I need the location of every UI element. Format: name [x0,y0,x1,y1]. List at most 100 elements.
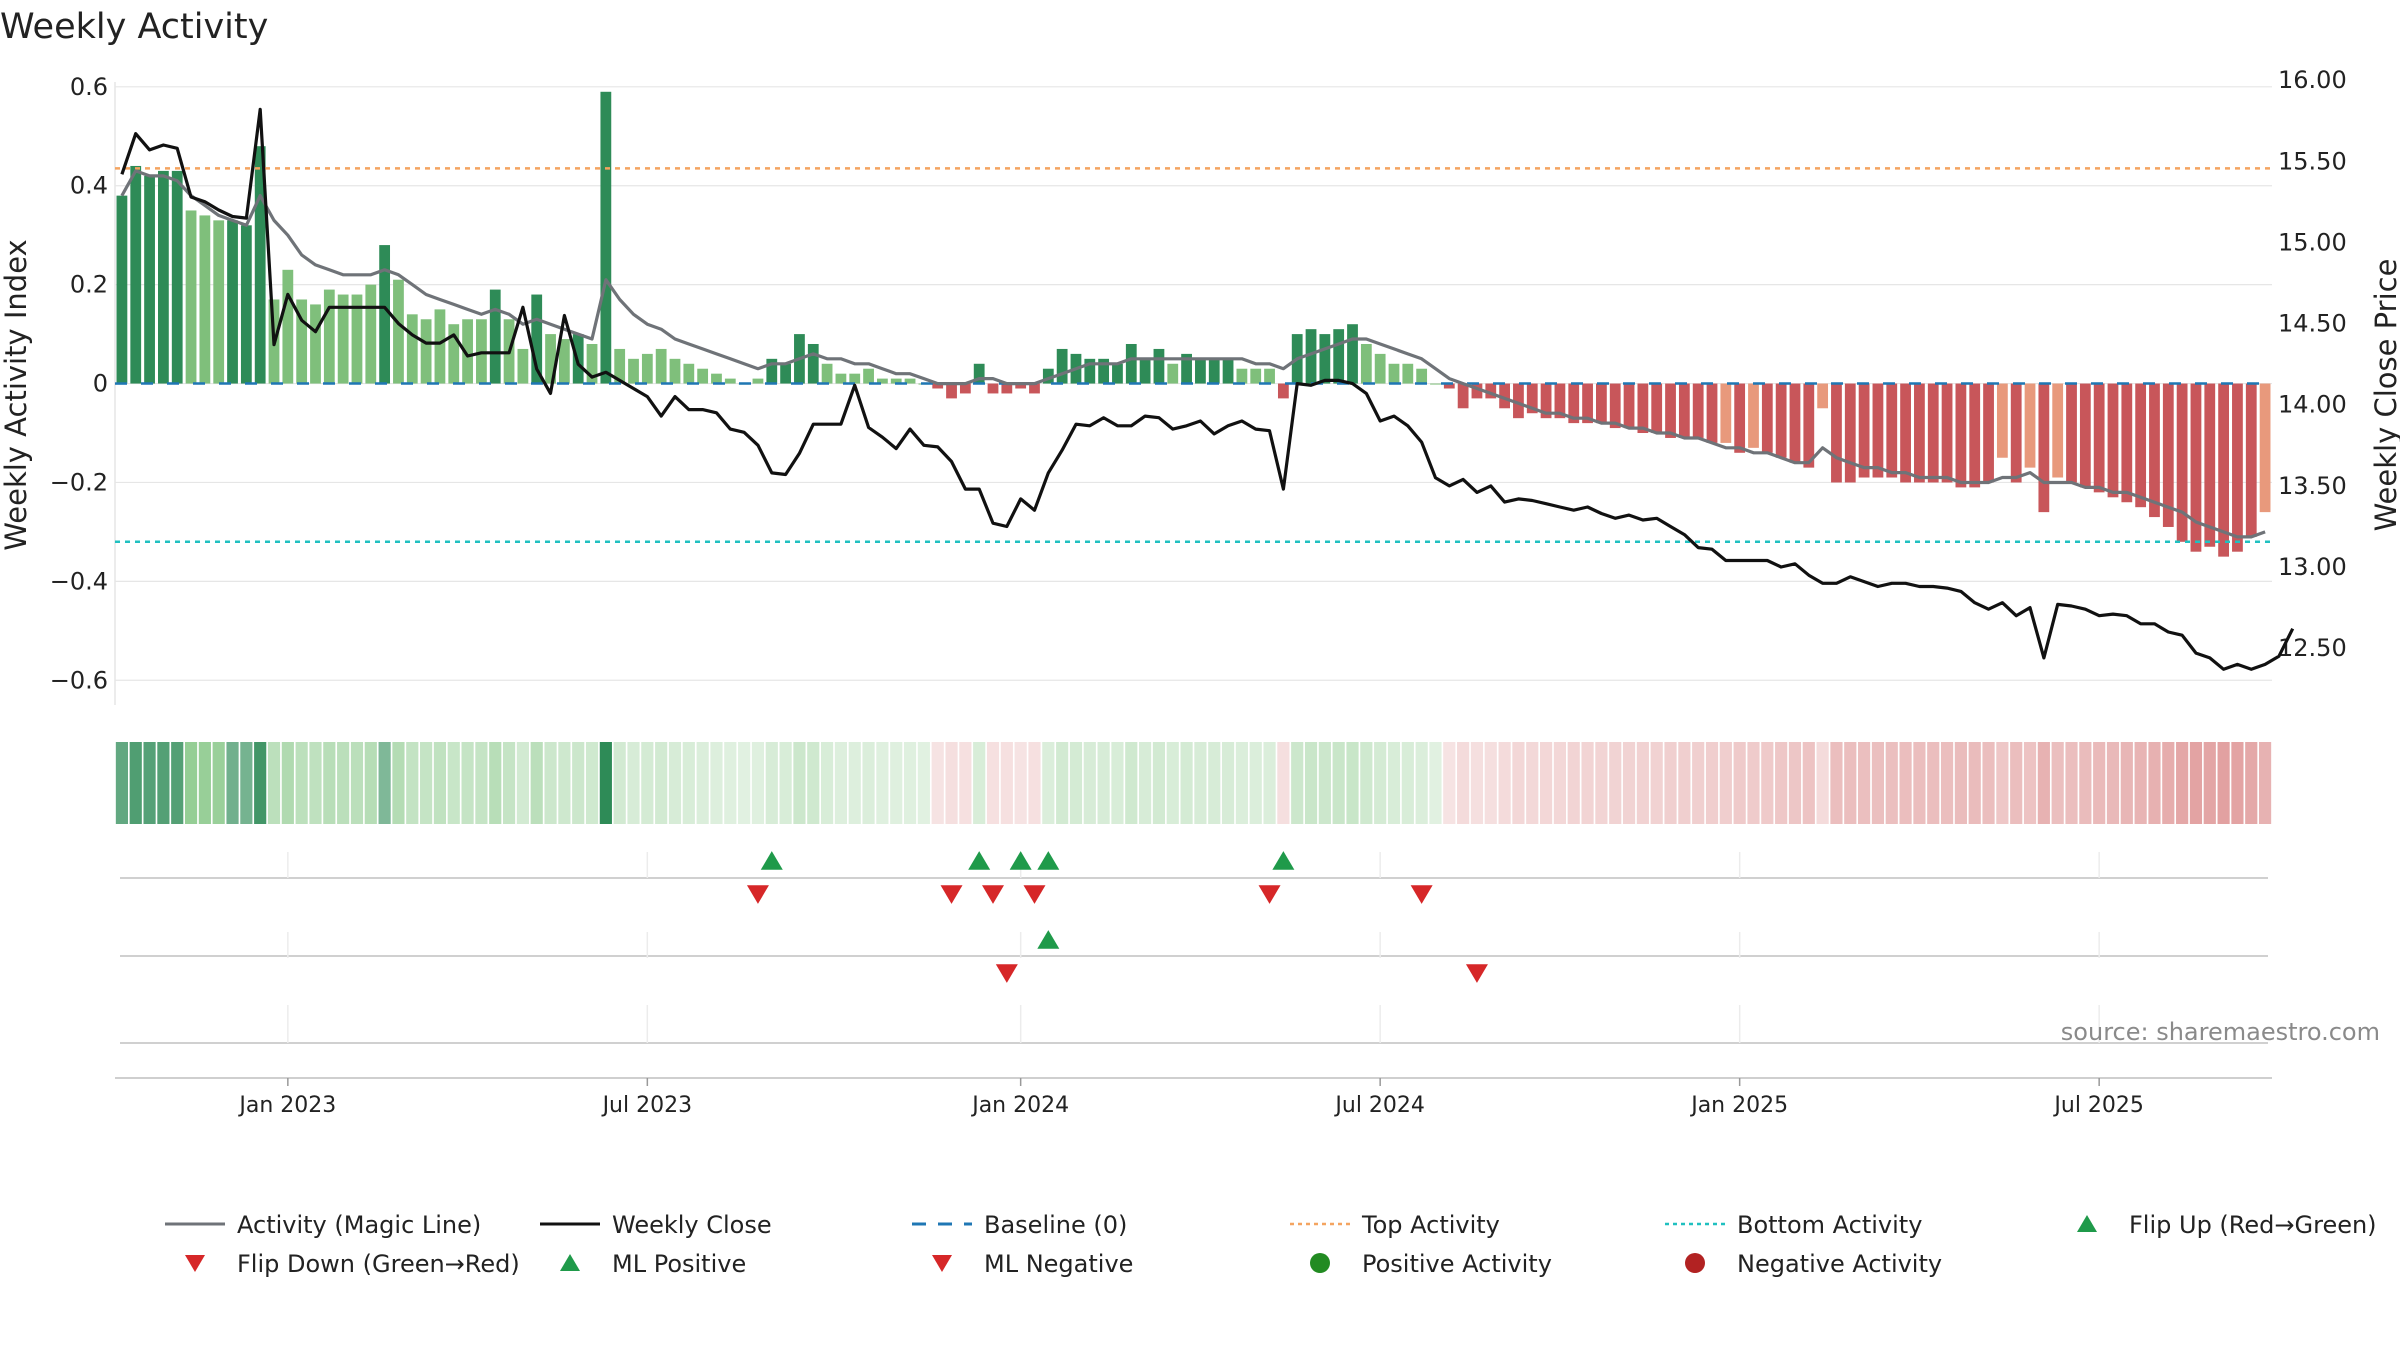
heat-strip-cell [323,742,336,824]
heat-strip-cell [212,742,225,824]
weekly-close-series [120,107,2295,671]
heat-strip-cell [682,742,695,824]
heat-strip-cell [1166,742,1179,824]
heat-strip-cell [337,742,350,824]
activity-bar [711,373,722,384]
activity-bar [2066,383,2077,483]
activity-bar [2010,383,2022,483]
heat-strip-cell [240,742,253,824]
heat-strip-cell [2065,742,2078,824]
heat-strip-cell [2217,742,2230,824]
heat-strip-cell [295,742,308,824]
activity-bar [1181,353,1192,384]
heat-strip-cell [1622,742,1636,824]
activity-bar [849,373,861,384]
activity-bar [2024,383,2036,468]
heat-strip-cell [544,742,557,824]
activity-bar [1927,383,1939,483]
x-tick-label: Jul 2023 [601,1093,693,1118]
activity-bar [1914,383,1925,483]
activity-bar [1540,383,1552,419]
heat-strip-cell [834,742,847,824]
heat-strip-cell [1816,742,1829,824]
heat-strip-cell [1387,742,1401,824]
y-tick-right: 15.50 [2278,147,2347,175]
activity-bar [1015,383,1027,389]
activity-bar [1858,383,1870,478]
heat-strip-cell [1208,742,1221,824]
activity-bar [1900,383,1911,483]
heat-strip-cell [668,742,682,824]
activity-bar [1651,383,1663,434]
heat-strip-cell [2203,742,2216,824]
heat-strip-cell [226,742,239,824]
x-tick-label: Jan 2024 [970,1093,1069,1118]
right-y-axis: 16.00 15.50 15.00 14.50 14.00 13.50 13.00 12.50 [2278,66,2347,662]
activity-bar [752,378,764,384]
activity-bar [2190,383,2202,552]
heat-strip-cell [1664,742,1677,824]
heat-strip-cell [903,742,917,824]
activity-bar [600,91,612,384]
heat-strip-cell [502,742,516,824]
heat-strip-cell [807,742,820,824]
activity-bar [1236,368,1248,384]
heat-strip-cell [572,742,585,824]
activity-bar [683,363,695,384]
activity-bar [655,348,667,384]
activity-bar [1637,383,1649,434]
y-tick-left: −0.2 [50,468,108,496]
heat-strip-cell [890,742,903,824]
heat-strip-cell [1097,742,1110,824]
activity-bar [1250,368,1262,384]
heat-strip-cell [475,742,488,824]
event-panels [120,851,2268,1044]
activity-bar [1485,383,1497,399]
activity-bar [1817,383,1829,409]
y-tick-right: 13.00 [2278,553,2347,581]
flip-up-marker [760,851,783,870]
activity-bar [1996,383,2008,458]
activity-bar [973,363,985,384]
activity-bar [1471,383,1483,399]
heat-strip-cell [2231,742,2244,824]
activity-bar [1084,358,1096,384]
heat-strip-cell [1802,742,1815,824]
heat-strip-cell [1982,742,1995,824]
heat-strip-cell [2037,742,2050,824]
activity-bar [835,373,847,384]
x-axis: Jan 2023 Jul 2023 Jan 2024 Jul 2024 Jan 2025… [115,1077,2272,1118]
heat-strip-cell [751,742,765,824]
legend-label: Top Activity [1361,1211,1500,1239]
activity-bar [531,294,543,384]
activity-bar [766,358,778,384]
heat-strip-cell [143,742,156,824]
heat-strip-cell [585,742,599,824]
activity-bar [379,245,391,384]
activity-bar [1831,383,1842,483]
activity-bar [1748,383,1759,448]
y-axis-right-label: Weekly Close Price [2369,259,2400,532]
activity-bar [2218,383,2229,557]
heat-strip-cell [1844,742,1857,824]
activity-bar [904,378,916,384]
activity-bar [1720,383,1732,443]
activity-bar [2079,383,2091,488]
activity-bar [240,225,252,384]
activity-bar [1969,383,1981,488]
heat-strip-cell [2023,742,2037,824]
heat-strip-cell [1954,742,1967,824]
activity-bar [1665,383,1676,438]
activity-bar [1596,383,1607,424]
activity-bar [130,165,142,384]
heat-strip-cell [696,742,709,824]
heat-strip-cell [1042,742,1055,824]
chart-title: Weekly Activity [0,7,268,47]
heat-strip-cell [1678,742,1691,824]
activity-bar [337,294,349,384]
heat-strip-cell [1443,742,1456,824]
activity-bar [1416,368,1428,384]
heat-strip-cell [2189,742,2203,824]
heat-strip-cell [986,742,1000,824]
